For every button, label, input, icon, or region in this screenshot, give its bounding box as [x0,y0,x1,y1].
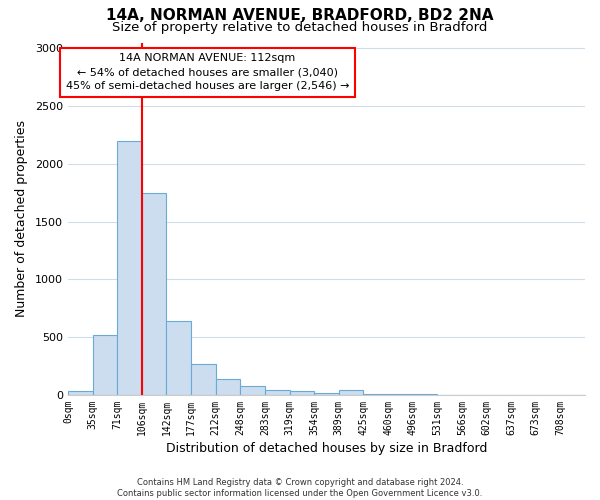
Bar [364,394,388,395]
Bar [68,392,92,395]
Text: 14A, NORMAN AVENUE, BRADFORD, BD2 2NA: 14A, NORMAN AVENUE, BRADFORD, BD2 2NA [106,8,494,22]
Bar [265,390,290,395]
Y-axis label: Number of detached properties: Number of detached properties [15,120,28,317]
Bar [117,140,142,395]
Text: Contains HM Land Registry data © Crown copyright and database right 2024.
Contai: Contains HM Land Registry data © Crown c… [118,478,482,498]
Text: Size of property relative to detached houses in Bradford: Size of property relative to detached ho… [112,21,488,34]
Bar [166,321,191,395]
Bar [413,394,437,395]
Bar [314,392,339,395]
Text: 14A NORMAN AVENUE: 112sqm
← 54% of detached houses are smaller (3,040)
45% of se: 14A NORMAN AVENUE: 112sqm ← 54% of detac… [66,53,349,91]
Bar [339,390,364,395]
Bar [142,192,166,395]
Bar [215,379,240,395]
X-axis label: Distribution of detached houses by size in Bradford: Distribution of detached houses by size … [166,442,487,455]
Bar [290,391,314,395]
Bar [92,335,117,395]
Bar [240,386,265,395]
Bar [191,364,215,395]
Bar [388,394,413,395]
